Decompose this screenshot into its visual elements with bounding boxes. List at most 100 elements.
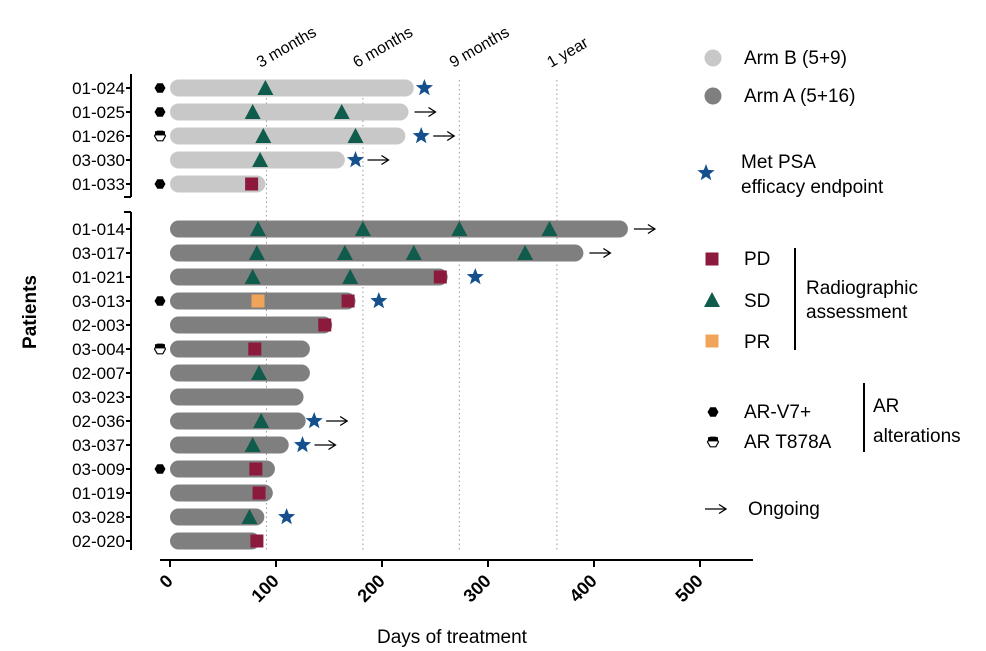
ar-v7-marker: [154, 83, 166, 93]
patient-bar: [170, 436, 289, 454]
ongoing-arrow: [314, 439, 337, 451]
patient-label: 03-030: [72, 151, 125, 170]
legend-sd-label: SD: [744, 291, 770, 312]
hexagon-fill-top: [708, 437, 718, 442]
psa-star-marker: [370, 292, 388, 309]
ar-v7-marker: [154, 464, 166, 474]
patient-label: 01-026: [72, 127, 125, 146]
psa-star-marker: [466, 268, 484, 285]
milestone-gridlines: 3 months 6 months 9 months 1 year: [254, 24, 592, 550]
legend-pd-label: PD: [744, 249, 770, 270]
pr-marker: [251, 294, 265, 308]
legend-pd-swatch: [705, 252, 719, 266]
sd-marker: [244, 437, 261, 452]
arrow-head: [339, 415, 349, 427]
ar-v7-marker: [154, 179, 166, 189]
patient-label: 03-037: [72, 436, 125, 455]
sd-marker: [248, 245, 265, 260]
milestone-label: 1 year: [544, 34, 592, 71]
milestone-label: 9 months: [447, 24, 512, 72]
patient-bar: [170, 484, 273, 502]
legend-pr-label: PR: [744, 332, 770, 353]
patient-label: 03-017: [72, 244, 125, 263]
arrow-head: [328, 439, 337, 451]
sd-marker: [251, 365, 268, 380]
y-axis-title: Patients: [20, 275, 41, 349]
sd-marker: [541, 221, 558, 236]
psa-star-marker: [415, 79, 433, 96]
patient-bar: [170, 508, 265, 526]
sd-marker: [342, 269, 359, 284]
legend-radiographic-label-1: Radiographic: [806, 278, 918, 299]
sd-marker: [336, 245, 353, 260]
patient-label: 02-007: [72, 364, 125, 383]
patient-bar: [170, 364, 310, 382]
legend-ar-v7-swatch: [707, 407, 719, 417]
legend-ongoing-label: Ongoing: [748, 499, 820, 520]
psa-star-marker: [293, 436, 312, 453]
patient-bar: [170, 388, 304, 406]
pd-marker: [249, 462, 263, 476]
pd-marker: [250, 534, 264, 548]
patient-bar: [170, 412, 306, 430]
sd-marker: [244, 104, 261, 119]
arrow-head: [603, 247, 612, 259]
sd-marker: [333, 104, 350, 119]
hexagon-solid: [154, 179, 166, 189]
patient-label: 01-014: [72, 220, 125, 239]
legend-radiographic-label-2: assessment: [806, 302, 908, 323]
patient-bar: [170, 532, 261, 550]
patient-bar: [170, 244, 584, 262]
sd-marker: [257, 80, 274, 95]
patient-bar: [170, 175, 266, 193]
patient-label: 01-019: [72, 484, 125, 503]
sd-marker: [241, 509, 258, 524]
hexagon-fill-top: [155, 131, 165, 136]
patient-label: 01-025: [72, 103, 125, 122]
arrow-head: [647, 223, 657, 235]
legend-arm-b-label: Arm B (5+9): [744, 48, 847, 69]
hexagon-solid: [154, 464, 166, 474]
legend-arm-a-label: Arm A (5+16): [744, 86, 855, 107]
x-tick-label: 300: [459, 571, 494, 606]
legend-arm-b-swatch: [704, 49, 722, 67]
ongoing-arrow: [326, 415, 349, 427]
patient-bars: [170, 79, 628, 550]
patient-label: 02-003: [72, 316, 125, 335]
sd-marker: [253, 413, 270, 428]
ongoing-arrow: [433, 130, 456, 142]
patient-label: 03-023: [72, 388, 125, 407]
hexagon-fill-top: [155, 344, 165, 349]
ongoing-arrow: [414, 106, 437, 118]
sd-marker: [249, 221, 266, 236]
patient-bar: [170, 340, 310, 358]
patient-bar: [170, 127, 406, 145]
hexagon-solid: [154, 83, 166, 93]
patient-bar: [170, 103, 409, 121]
sd-marker: [252, 152, 269, 167]
ar-v7-marker: [154, 296, 166, 306]
legend: Arm B (5+9) Arm A (5+16) Met PSA efficacy e…: [697, 48, 961, 520]
legend-psa-star: [697, 164, 715, 181]
patient-label: 03-013: [72, 292, 125, 311]
ongoing-arrow: [589, 247, 612, 259]
x-tick-label: 0: [156, 571, 177, 592]
patient-bar: [170, 460, 275, 478]
legend-sd-swatch: [704, 292, 720, 307]
patient-bar: [170, 220, 628, 238]
patient-label: 01-021: [72, 268, 125, 287]
pd-marker: [341, 294, 355, 308]
patient-label: 01-033: [72, 175, 125, 194]
patient-bar: [170, 79, 414, 97]
sd-marker: [517, 245, 534, 260]
legend-ar-group-label-2: alterations: [873, 426, 961, 447]
x-tick-label: 500: [671, 571, 706, 606]
psa-star-marker: [346, 151, 365, 168]
event-markers: [153, 79, 657, 548]
hexagon-solid: [154, 296, 166, 306]
sd-marker: [451, 221, 468, 236]
legend-ar-t878a-swatch: [706, 436, 720, 448]
pd-marker: [248, 342, 262, 356]
ar-v7-marker: [154, 107, 166, 117]
